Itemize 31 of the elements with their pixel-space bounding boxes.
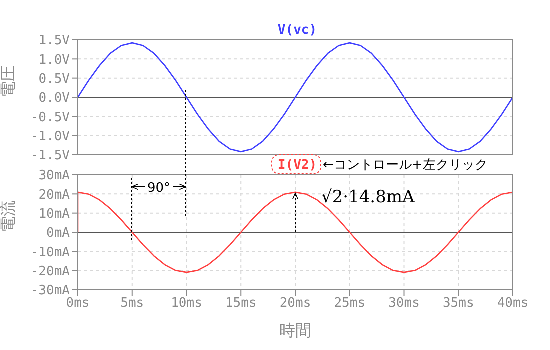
y-tick-label: 20mA [38,188,70,203]
x-tick-label: 10ms [171,296,202,312]
y-tick-label: 30mA [38,168,70,184]
x-axis-title: 時間 [280,321,312,340]
y-tick-label: 10mA [38,206,70,222]
y-tick-label: -1.0V [30,129,70,144]
x-tick-label: 5ms [120,296,144,312]
x-tick-label: 15ms [225,296,257,312]
y-tick-label: 1.0V [38,52,70,68]
text: ←コントロール+左クリック [323,158,488,173]
y-tick-label: 0mA [46,226,70,242]
y-tick-label: -20mA [30,264,70,280]
x-tick-label: 0ms [66,296,90,312]
y-tick-label: 0.5V [38,72,70,87]
x-tick-label: 35ms [442,296,474,312]
y-tick-label: 0.0V [38,91,70,106]
y-tick-label: -10mA [30,245,70,260]
x-tick-label: 40ms [497,296,529,312]
y-tick-label: -30mA [30,284,70,299]
series-label: I(V2) [278,158,318,173]
y-tick-label: 1.5V [38,34,70,49]
y-axis-title: 電流 [0,200,18,232]
y-tick-label: -0.5V [30,110,70,126]
annotation: 90° [147,181,171,196]
x-tick-label: 25ms [334,296,366,312]
series-label: V(vc) [278,23,318,38]
y-axis-title: 電圧 [0,66,18,98]
y-tick-label: -1.5V [30,148,70,164]
x-tick-label: 30ms [388,296,420,312]
annotation: √2·14.8mA [322,187,416,208]
x-tick-label: 20ms [280,296,312,312]
